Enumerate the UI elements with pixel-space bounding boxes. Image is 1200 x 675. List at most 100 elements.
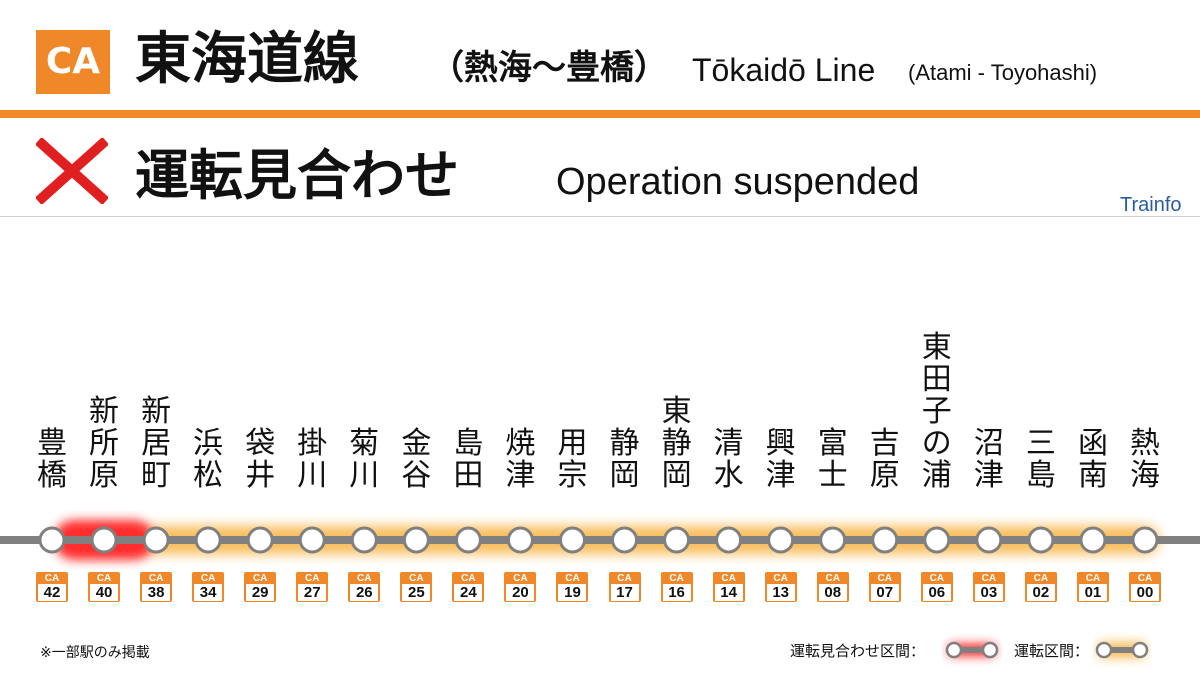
station-node <box>1079 526 1107 554</box>
station-code-number: 01 <box>1078 584 1107 601</box>
station-node <box>142 526 170 554</box>
station-code-number: 38 <box>142 584 171 601</box>
station-node <box>38 526 66 554</box>
header-divider <box>0 110 1200 118</box>
station-node <box>246 526 274 554</box>
station-code-badge: CA 29 <box>244 572 277 602</box>
station-code-number: 06 <box>922 584 951 601</box>
station-node <box>350 526 378 554</box>
station-code-prefix: CA <box>409 573 424 584</box>
station-code-prefix: CA <box>981 573 997 584</box>
station-name: 新 所 原 <box>89 394 120 493</box>
station-node <box>819 526 847 554</box>
station-code-number: 20 <box>506 584 535 601</box>
station-code-badge: CA 26 <box>348 572 381 602</box>
station-node <box>506 526 534 554</box>
station-code-badge: CA 03 <box>972 572 1005 602</box>
station-node <box>90 526 118 554</box>
station-node <box>871 526 899 554</box>
station-node <box>923 526 951 554</box>
station-node <box>611 526 639 554</box>
station-code-badge: CA 07 <box>868 572 901 602</box>
station-code-number: 13 <box>766 584 795 601</box>
station-node <box>298 526 326 554</box>
station-code-prefix: CA <box>773 573 788 584</box>
line-title-jp: 東海道線 <box>135 27 359 92</box>
station-code-prefix: CA <box>617 573 632 584</box>
station-code-prefix: CA <box>565 573 580 584</box>
station-code-number: 25 <box>402 584 431 601</box>
station-name: 用 宗 <box>557 426 588 493</box>
station-code-badge: CA 38 <box>140 572 173 602</box>
status-text-jp: 運転見合わせ <box>135 144 459 207</box>
station-name: 東 静 岡 <box>661 394 692 493</box>
station-nodes <box>38 526 1159 554</box>
station-code-prefix: CA <box>252 573 268 584</box>
station-code-prefix: CA <box>1085 573 1101 584</box>
station-code-prefix: CA <box>44 573 60 584</box>
station-code-badge: CA 17 <box>608 572 641 602</box>
station-code-prefix: CA <box>825 573 840 584</box>
station-name: 三 島 <box>1025 426 1056 493</box>
station-code-number: 40 <box>90 584 119 601</box>
station-code-prefix: CA <box>1137 573 1153 584</box>
station-code-badge: CA 40 <box>88 572 121 602</box>
station-code-prefix: CA <box>461 573 476 584</box>
station-name: 熱 海 <box>1130 426 1160 493</box>
station-code-prefix: CA <box>148 573 164 584</box>
station-code-prefix: CA <box>721 573 736 584</box>
cross-mark-icon <box>36 138 108 204</box>
legend-operating-swatch <box>1095 641 1149 659</box>
station-code-badge: CA 01 <box>1076 572 1109 602</box>
station-name: 焼 津 <box>505 426 536 493</box>
station-node <box>715 526 743 554</box>
station-name: 菊 川 <box>349 426 380 493</box>
station-code-number: 07 <box>870 584 899 601</box>
station-name: 掛 川 <box>297 426 328 493</box>
station-code-number: 17 <box>610 584 639 601</box>
station-code-prefix: CA <box>513 573 528 584</box>
station-code-number: 27 <box>298 584 327 601</box>
station-code-badge: CA 19 <box>556 572 589 602</box>
station-code-number: 34 <box>194 584 223 601</box>
station-code-badge: CA 14 <box>712 572 745 602</box>
station-code-badge: CA 00 <box>1129 572 1161 602</box>
station-name: 金 谷 <box>401 426 432 493</box>
status-bar <box>0 118 1200 217</box>
station-name: 富 士 <box>817 426 848 493</box>
station-code-badge: CA 20 <box>504 572 537 602</box>
station-node <box>663 526 691 554</box>
station-code-prefix: CA <box>357 573 372 584</box>
station-node <box>194 526 222 554</box>
station-code-number: 24 <box>454 584 483 601</box>
station-node <box>1131 526 1159 554</box>
station-name: 島 田 <box>453 426 484 493</box>
brand-logo: Trainfo <box>1120 194 1182 216</box>
station-name: 函 南 <box>1077 426 1108 493</box>
station-code-badge: CA 06 <box>920 572 953 602</box>
station-code-badge: CA 34 <box>192 572 225 602</box>
line-title-en: Tōkaidō Line <box>692 52 876 88</box>
station-node <box>402 526 430 554</box>
station-code-number: 03 <box>974 584 1003 601</box>
station-code-prefix: CA <box>669 573 684 584</box>
station-code-number: 42 <box>38 584 66 601</box>
station-name: 沼 津 <box>973 426 1004 493</box>
station-name: 新 居 町 <box>141 394 172 493</box>
line-section-en: (Atami - Toyohashi) <box>908 60 1098 85</box>
station-name: 清 水 <box>713 426 744 493</box>
station-code-badge: CA 02 <box>1024 572 1057 602</box>
station-code-number: 00 <box>1131 584 1159 601</box>
station-code-prefix: CA <box>877 573 892 584</box>
station-code-badge: CA 16 <box>660 572 693 602</box>
station-node <box>975 526 1003 554</box>
line-code-badge: CA <box>36 30 110 94</box>
station-code-prefix: CA <box>96 573 112 584</box>
line-section-jp: （熱海～豊橋） <box>430 48 668 88</box>
track-line <box>0 536 1200 544</box>
station-code-badge: CA 24 <box>452 572 485 602</box>
station-code-badge: CA 42 <box>36 572 68 602</box>
station-code-number: 26 <box>350 584 379 601</box>
station-code-number: 08 <box>818 584 847 601</box>
station-code-number: 14 <box>714 584 743 601</box>
